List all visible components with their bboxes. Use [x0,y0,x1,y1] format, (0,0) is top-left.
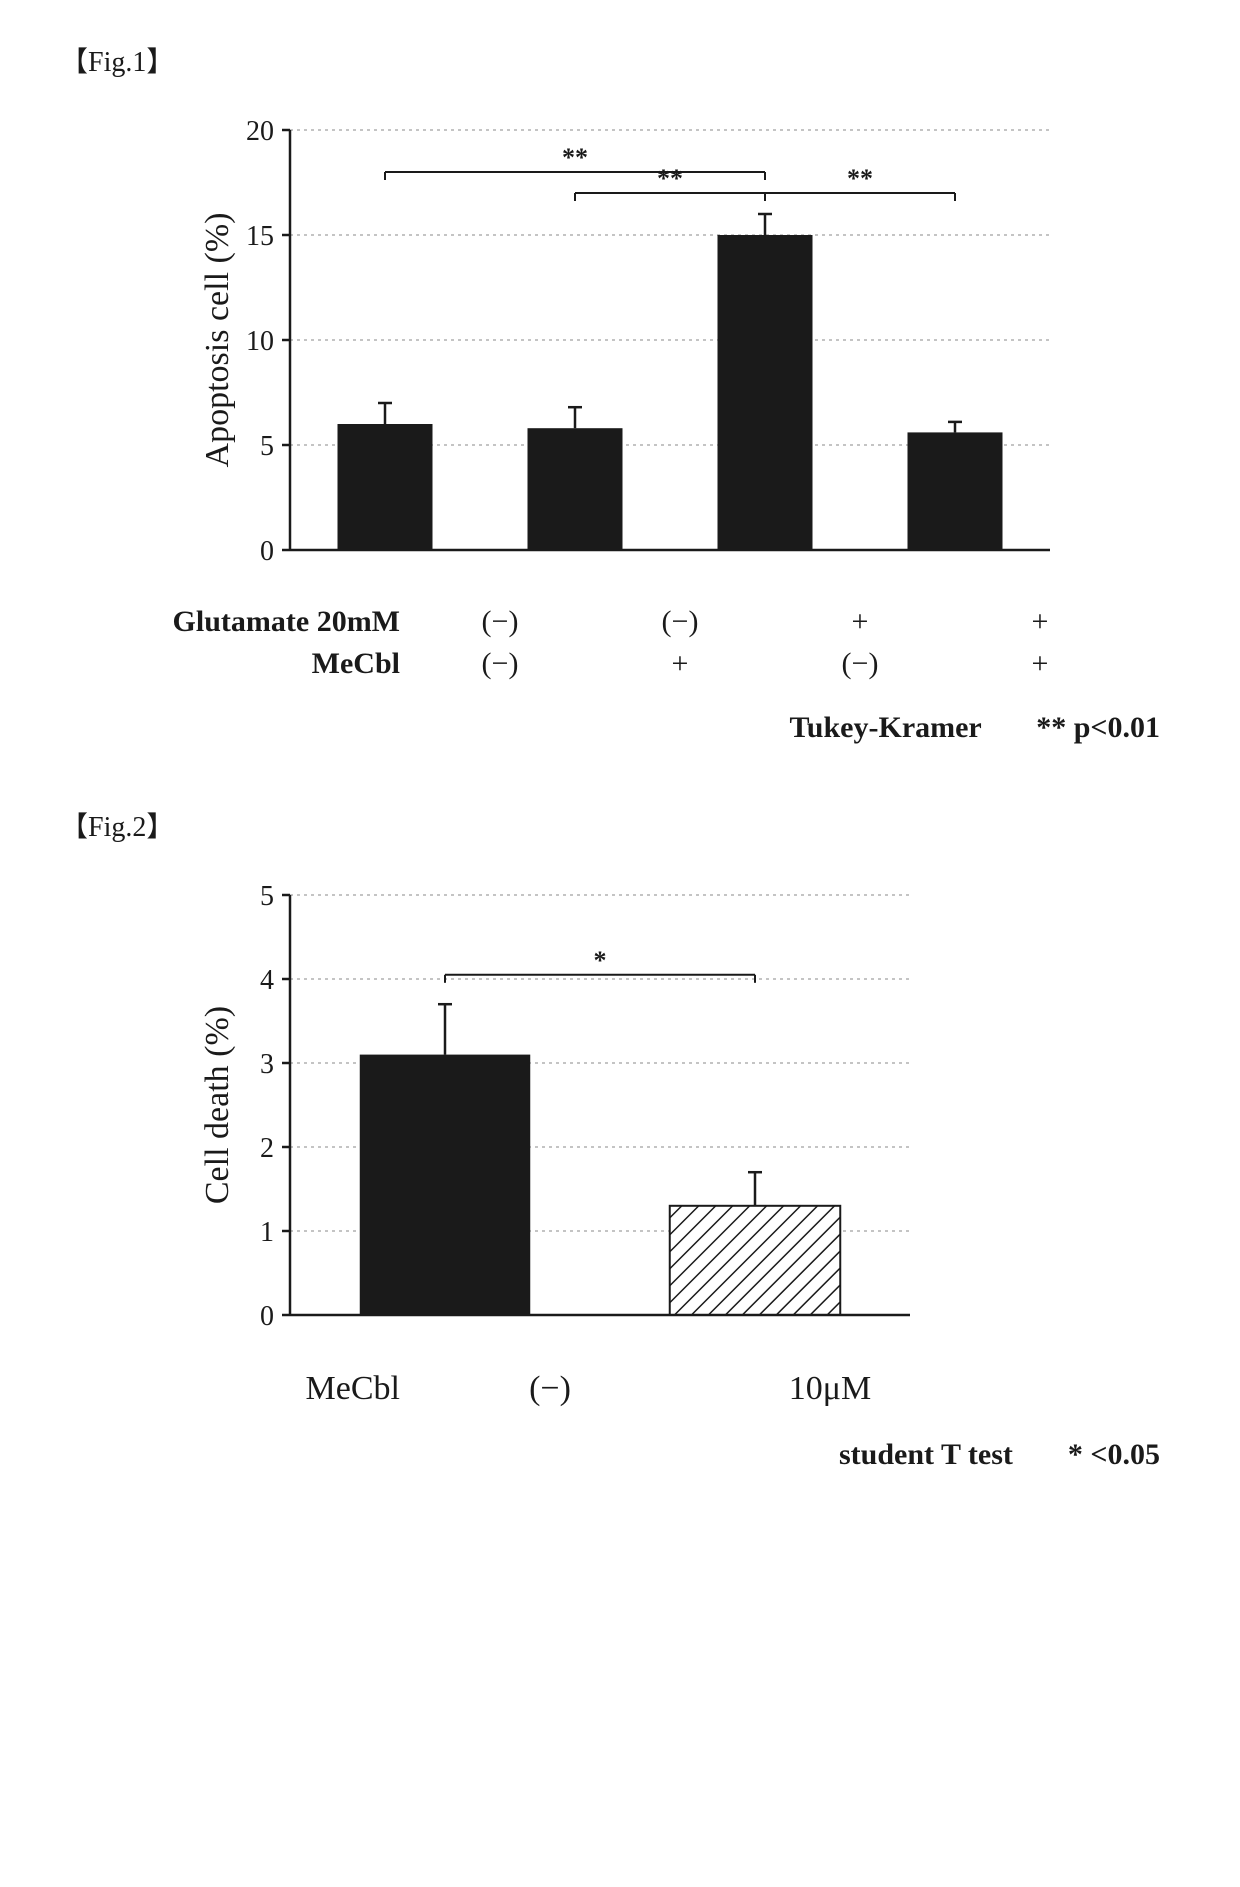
condition-cell: + [770,605,950,639]
svg-text:15: 15 [246,221,274,252]
svg-text:1: 1 [260,1217,274,1248]
condition-cell: (−) [410,647,590,681]
svg-text:5: 5 [260,431,274,462]
figure-2-chart: * 0 1 2 3 4 5 Cell death (%) [200,855,1180,1350]
svg-text:20: 20 [246,116,274,147]
svg-text:**: ** [562,143,588,172]
svg-text:**: ** [847,164,873,193]
stat-sig-text: ** p<0.01 [1036,711,1160,744]
svg-text:Cell death (%): Cell death (%) [200,1006,236,1204]
condition-row-glutamate: Glutamate 20mM (−) (−) + + [150,605,1180,639]
svg-text:Apoptosis cell (%): Apoptosis cell (%) [200,213,236,468]
figure-1-stat-note: Tukey-Kramer ** p<0.01 [60,711,1180,745]
svg-text:*: * [594,946,607,975]
svg-text:0: 0 [260,536,274,567]
condition-cell: (−) [410,605,590,639]
figure-1-conditions: Glutamate 20mM (−) (−) + + MeCbl (−) + (… [150,605,1180,681]
svg-text:5: 5 [260,881,274,912]
stat-sig-text: * <0.05 [1068,1438,1160,1471]
condition-cell: + [590,647,770,681]
stat-test-name: Tukey-Kramer [790,711,982,744]
figure-2-stat-note: student T test * <0.05 [60,1438,1180,1472]
condition-row-mecbl: MeCbl (−) + (−) + [150,647,1180,681]
svg-text:0: 0 [260,1301,274,1332]
figure-2: 【Fig.2】 * 0 1 2 3 4 5 Cell death (%) MeCbl (−) … [60,805,1180,1472]
svg-text:**: ** [657,164,683,193]
figure-1: 【Fig.1】 ** ** ** 0 5 10 15 20 Apoptosis cell (%)… [60,40,1180,745]
condition-cell: + [950,647,1130,681]
category-cell: 10μM [690,1370,970,1408]
figure-1-label: 【Fig.1】 [60,40,1180,80]
category-cell: (−) [410,1370,690,1408]
figure-2-label: 【Fig.2】 [60,805,1180,845]
condition-label: Glutamate 20mM [150,605,410,639]
condition-label: MeCbl [150,647,410,681]
category-label: MeCbl [150,1370,410,1408]
figure-2-svg: * 0 1 2 3 4 5 Cell death (%) [200,855,930,1345]
condition-cell: (−) [770,647,950,681]
stat-test-name: student T test [839,1438,1013,1471]
figure-2-categories: MeCbl (−) 10μM [150,1370,1180,1408]
figure-1-svg: ** ** ** 0 5 10 15 20 Apoptosis cell (%) [200,90,1070,580]
svg-text:3: 3 [260,1049,274,1080]
figure-1-chart: ** ** ** 0 5 10 15 20 Apoptosis cell (%) [200,90,1180,585]
svg-text:10: 10 [246,326,274,357]
condition-cell: + [950,605,1130,639]
svg-text:2: 2 [260,1133,274,1164]
condition-cell: (−) [590,605,770,639]
svg-text:4: 4 [260,965,274,996]
